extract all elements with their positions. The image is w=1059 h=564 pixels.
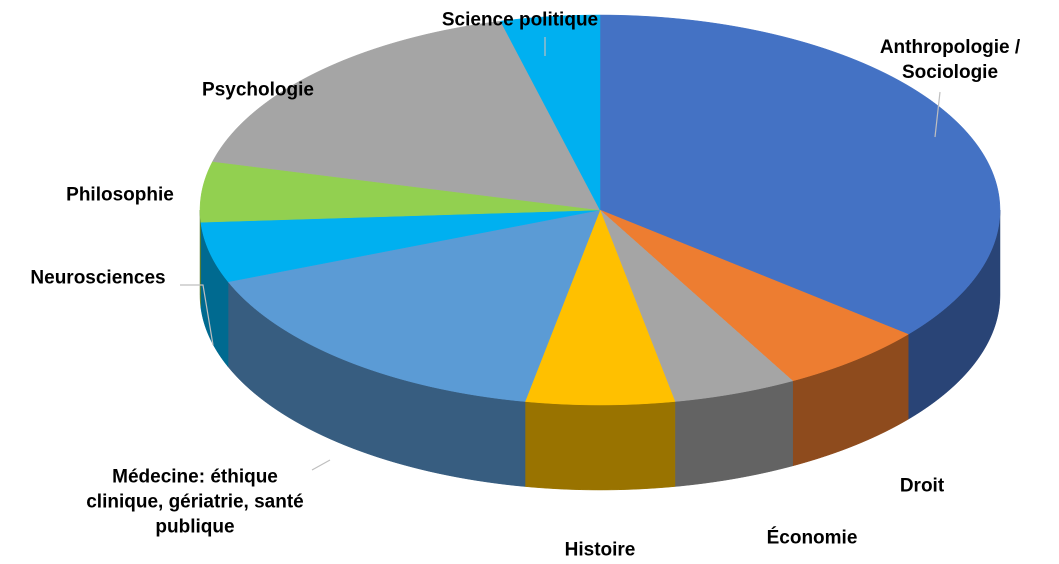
slice-label: Science politique: [441, 9, 599, 31]
slice-label: Neurosciences: [30, 267, 166, 289]
slice-label: Philosophie: [66, 184, 174, 206]
slice-label: Histoire: [564, 539, 636, 561]
slice-side: [524, 401, 676, 491]
slice-label: Économie: [766, 527, 858, 549]
leader-line: [934, 91, 941, 138]
slice: [212, 20, 601, 211]
slice-label: Droit: [899, 475, 945, 497]
slice: [599, 209, 909, 382]
slice: [200, 209, 601, 283]
leader-line: [180, 284, 214, 346]
slice: [524, 209, 676, 406]
slice-label: Médecine: éthique clinique, gériatrie, s…: [86, 466, 304, 538]
slice-side: [199, 209, 202, 308]
slice: [227, 209, 601, 402]
slice: [199, 161, 601, 223]
slice: [500, 14, 601, 211]
slice: [599, 209, 794, 402]
slice: [599, 14, 1001, 335]
slice-label: Psychologie: [202, 79, 314, 101]
slice-label: Anthropologie / Sociologie: [879, 37, 1021, 83]
leader-line: [311, 459, 331, 471]
